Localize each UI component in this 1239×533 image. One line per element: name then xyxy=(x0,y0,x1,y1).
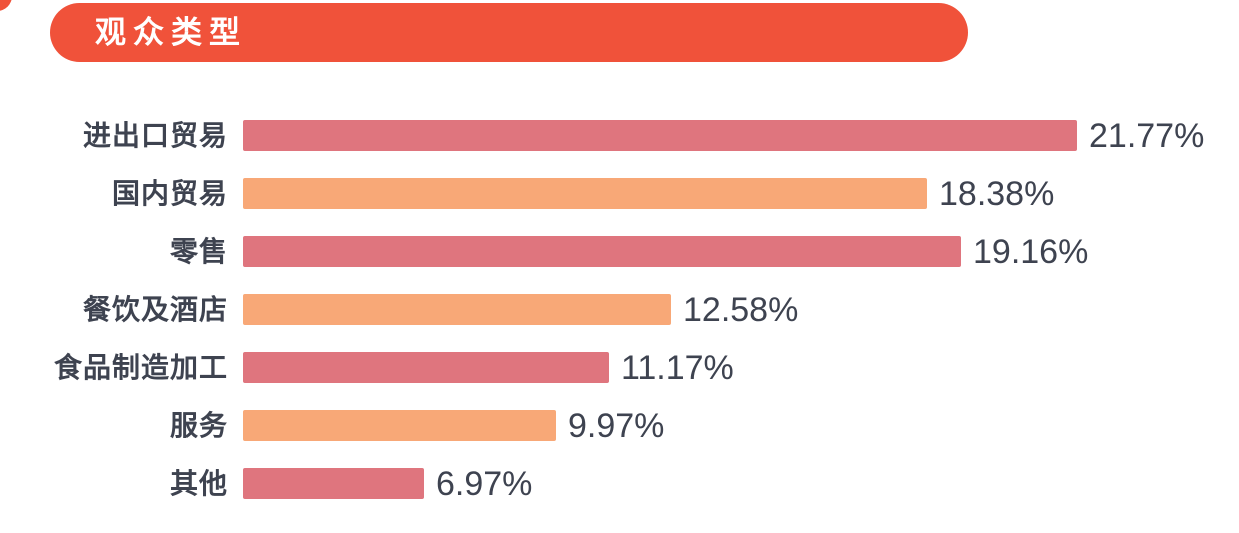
category-label: 其他 xyxy=(169,467,228,499)
value-label: 12.58% xyxy=(683,290,799,329)
value-label: 11.17% xyxy=(621,348,734,387)
category-label: 餐饮及酒店 xyxy=(82,293,228,325)
bar xyxy=(243,410,556,441)
bar xyxy=(243,120,1077,151)
value-label: 21.77% xyxy=(1089,116,1205,155)
chart-row: 食品制造加工 11.17% xyxy=(0,348,1239,387)
chart-row: 餐饮及酒店 12.58% xyxy=(0,290,1239,329)
value-label: 18.38% xyxy=(939,174,1055,213)
bar xyxy=(243,468,424,499)
category-label: 食品制造加工 xyxy=(53,351,228,383)
section-header-badge: 观众类型 xyxy=(50,3,968,62)
chart-row: 其他 6.97% xyxy=(0,464,1239,503)
chart-row: 零售 19.16% xyxy=(0,232,1239,271)
category-label: 服务 xyxy=(169,409,228,441)
category-label: 零售 xyxy=(169,235,228,267)
chart-row: 服务 9.97% xyxy=(0,406,1239,445)
chart-row: 国内贸易 18.38% xyxy=(0,174,1239,213)
value-label: 9.97% xyxy=(568,406,665,445)
section-title: 观众类型 xyxy=(95,15,247,50)
corner-decoration xyxy=(0,0,12,11)
bar xyxy=(243,294,671,325)
bar xyxy=(243,352,609,383)
value-label: 6.97% xyxy=(436,464,533,503)
chart-row: 进出口贸易 21.77% xyxy=(0,116,1239,155)
value-label: 19.16% xyxy=(973,232,1089,271)
category-label: 国内贸易 xyxy=(111,177,228,209)
audience-type-bar-chart: 进出口贸易 21.77% 国内贸易 18.38% 零售 19.16% 餐饮及酒店… xyxy=(0,116,1239,526)
bar xyxy=(243,236,961,267)
bar xyxy=(243,178,927,209)
category-label: 进出口贸易 xyxy=(82,119,228,151)
